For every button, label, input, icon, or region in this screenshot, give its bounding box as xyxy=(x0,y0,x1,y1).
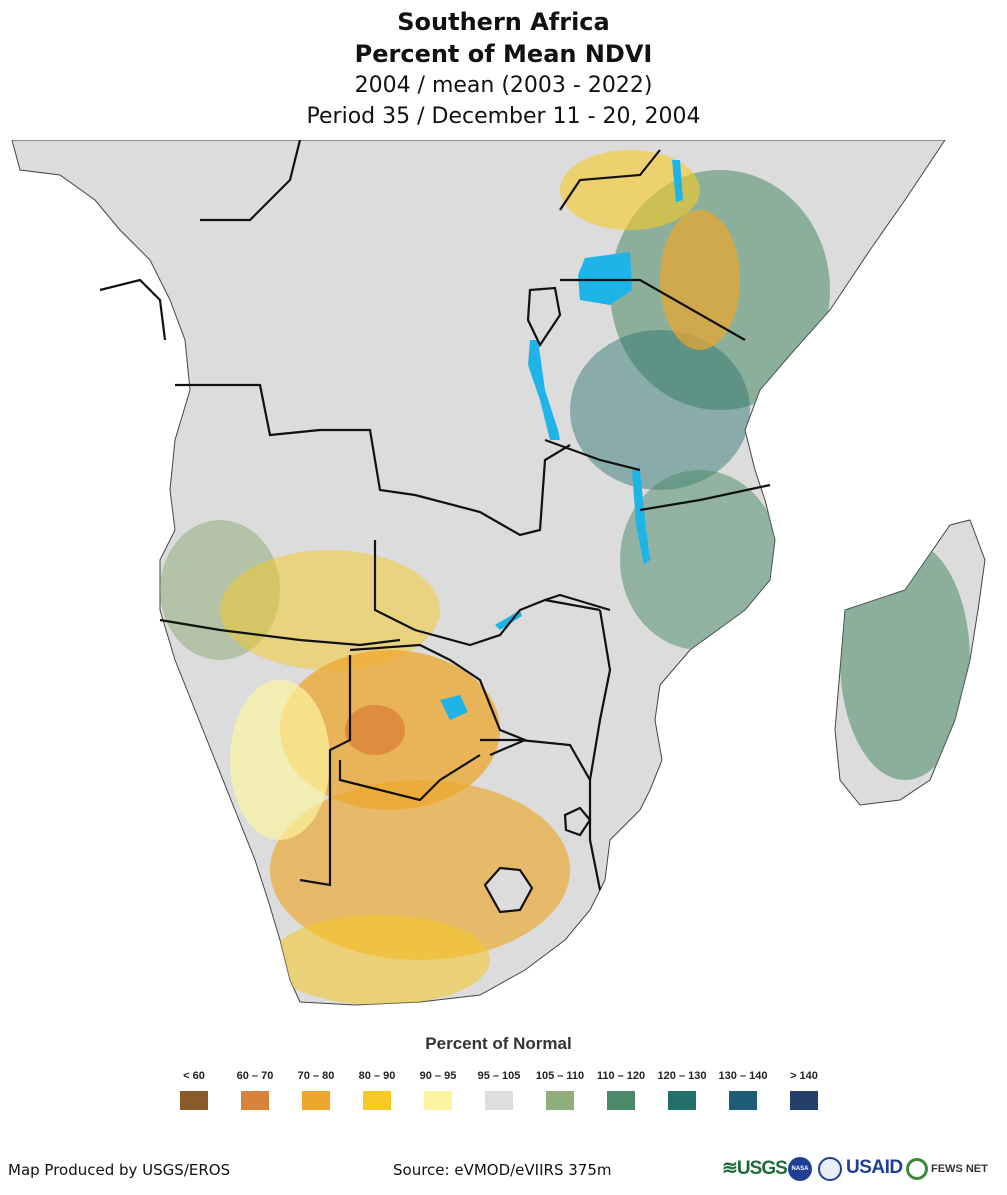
legend-item: 130 – 140 xyxy=(713,1070,773,1110)
legend-swatch xyxy=(302,1091,330,1110)
legend-swatch xyxy=(180,1091,208,1110)
lake-malawi xyxy=(632,470,650,565)
yellow-patch-namibia xyxy=(230,680,330,840)
legend-label: 130 – 140 xyxy=(718,1070,768,1082)
legend-swatch xyxy=(241,1091,269,1110)
title-period: Period 35 / December 11 - 20, 2004 xyxy=(306,104,701,129)
legend-label: > 140 xyxy=(790,1070,818,1082)
legend-label: 120 – 130 xyxy=(657,1070,707,1082)
legend-swatch xyxy=(607,1091,635,1110)
title-comparison: 2004 / mean (2003 - 2022) xyxy=(354,73,653,98)
legend-item: 60 – 70 xyxy=(225,1070,285,1110)
country-borders xyxy=(99,140,771,891)
legend-item: 110 – 120 xyxy=(591,1070,651,1110)
burundi-rwanda xyxy=(526,286,562,348)
green-patch-madagascar xyxy=(840,540,970,780)
source-credit: Source: eVMOD/eVIIRS 375m xyxy=(393,1161,612,1179)
legend-label: 60 – 70 xyxy=(236,1070,274,1082)
legend-title: Percent of Normal xyxy=(425,1034,572,1053)
okavango-delta xyxy=(440,695,468,720)
lake-turkana xyxy=(672,160,683,202)
legend-label: 105 – 110 xyxy=(535,1070,585,1082)
fews-net-logo: FEWS NET xyxy=(931,1163,988,1175)
legend-swatch xyxy=(485,1091,513,1110)
lake-victoria xyxy=(578,252,632,305)
legend-swatch xyxy=(424,1091,452,1110)
legend-swatch xyxy=(363,1091,391,1110)
usaid-logo: USAID xyxy=(846,1157,903,1178)
yellow-patch-zambia xyxy=(220,550,440,670)
legend-swatch xyxy=(668,1091,696,1110)
lake-tanganyika xyxy=(528,340,560,440)
state-department-seal-icon xyxy=(818,1157,842,1181)
producer-credit: Map Produced by USGS/EROS xyxy=(8,1161,231,1179)
orange-patch-south-africa xyxy=(270,780,570,960)
yellow-patch-south-coast xyxy=(270,915,490,1005)
green-patch-tanzania xyxy=(570,330,750,490)
yellow-patch-north xyxy=(560,150,700,230)
legend-item: 80 – 90 xyxy=(347,1070,407,1110)
legend-label: 70 – 80 xyxy=(297,1070,335,1082)
legend-item: 70 – 80 xyxy=(286,1070,346,1110)
orange-patch-kenya xyxy=(660,210,740,350)
partner-logos: ≋USGS NASA USAID FEWS NET xyxy=(722,1155,1002,1185)
legend-item: 105 – 110 xyxy=(530,1070,590,1110)
eswatini xyxy=(563,806,592,837)
legend-swatch xyxy=(546,1091,574,1110)
legend-label: 95 – 105 xyxy=(477,1070,521,1082)
legend-item: 90 – 95 xyxy=(408,1070,468,1110)
title-region: Southern Africa xyxy=(397,8,610,36)
brown-patch-botswana xyxy=(345,705,405,755)
usgs-logo: ≋USGS xyxy=(722,1158,788,1179)
ndvi-map-svg xyxy=(11,140,986,1006)
globe-icon xyxy=(906,1158,928,1180)
legend-swatch xyxy=(790,1091,818,1110)
legend-swatch xyxy=(729,1091,757,1110)
legend-item: < 60 xyxy=(164,1070,224,1110)
green-patch-mozambique xyxy=(620,470,780,650)
legend-label: 90 – 95 xyxy=(419,1070,457,1082)
nasa-logo: NASA xyxy=(788,1157,812,1181)
legend-item: 120 – 130 xyxy=(652,1070,712,1110)
map-title-block: Southern Africa Percent of Mean NDVI 200… xyxy=(0,6,1007,132)
legend-item: 95 – 105 xyxy=(469,1070,529,1110)
legend-label: 110 – 120 xyxy=(596,1070,646,1082)
ndvi-map xyxy=(0,140,1007,1020)
lesotho xyxy=(483,866,534,914)
title-product: Percent of Mean NDVI xyxy=(354,40,653,68)
legend-label: < 60 xyxy=(183,1070,205,1082)
legend-item: > 140 xyxy=(774,1070,834,1110)
legend-label: 80 – 90 xyxy=(358,1070,396,1082)
